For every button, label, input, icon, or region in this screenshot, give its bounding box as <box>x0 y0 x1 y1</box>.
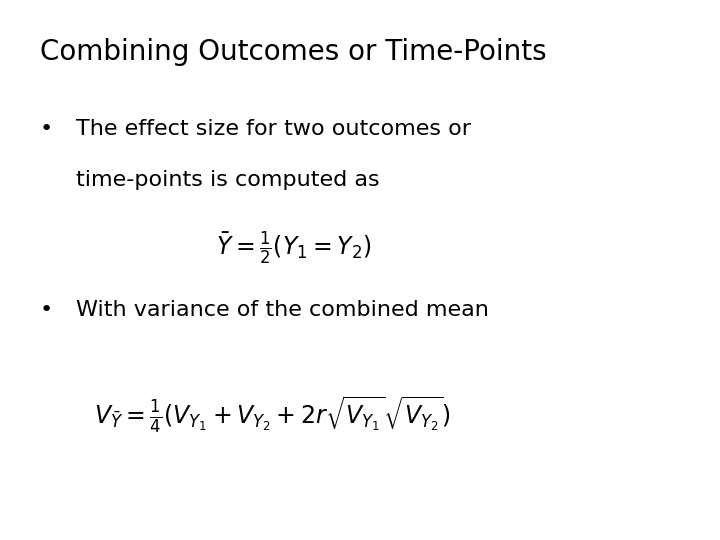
Text: •: • <box>40 119 53 139</box>
Text: $V_{\bar{Y}} = \frac{1}{4}(V_{Y_1} + V_{Y_2} + 2r\sqrt{V_{Y_1}}\sqrt{V_{Y_2}})$: $V_{\bar{Y}} = \frac{1}{4}(V_{Y_1} + V_{… <box>94 394 451 435</box>
Text: •: • <box>40 300 53 320</box>
Text: time-points is computed as: time-points is computed as <box>76 170 379 190</box>
Text: With variance of the combined mean: With variance of the combined mean <box>76 300 488 320</box>
Text: Combining Outcomes or Time-Points: Combining Outcomes or Time-Points <box>40 38 546 66</box>
Text: The effect size for two outcomes or: The effect size for two outcomes or <box>76 119 471 139</box>
Text: $\bar{Y} = \frac{1}{2}(Y_1 = Y_2)$: $\bar{Y} = \frac{1}{2}(Y_1 = Y_2)$ <box>216 230 372 267</box>
